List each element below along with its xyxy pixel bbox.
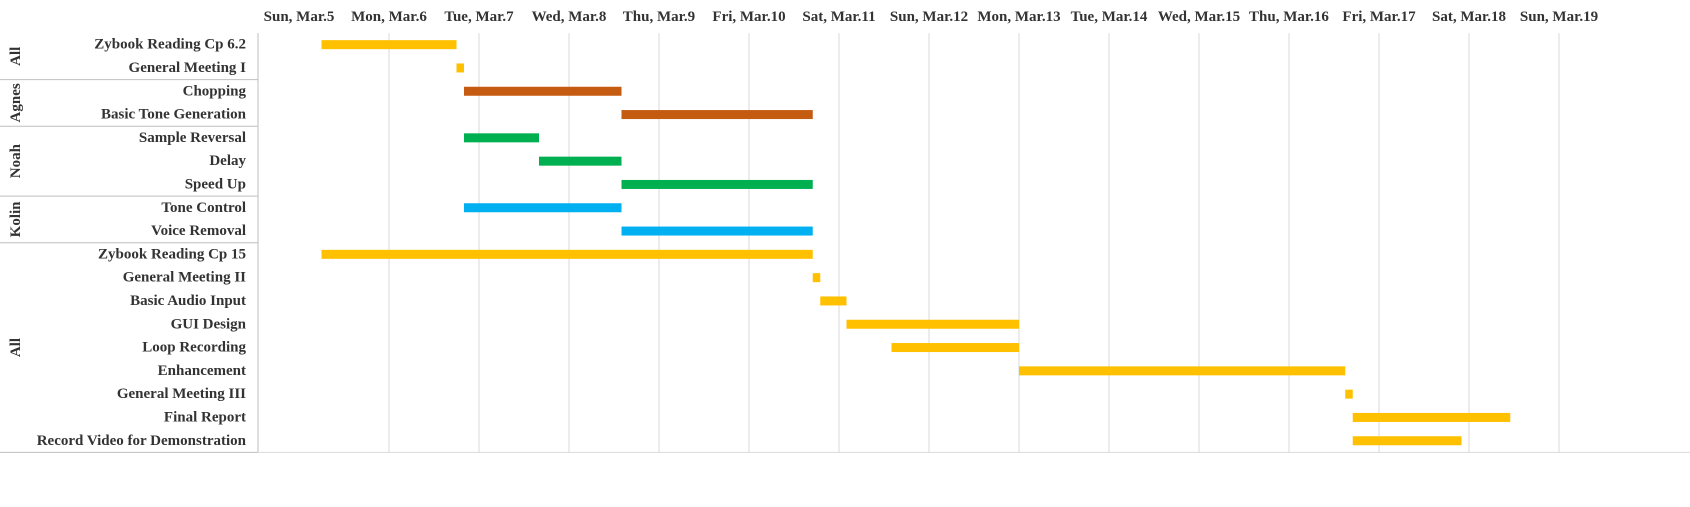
x-tick-label: Sun, Mar.5	[264, 9, 335, 25]
x-tick-label: Wed, Mar.8	[532, 9, 607, 25]
x-tick-label: Mon, Mar.13	[977, 9, 1060, 25]
task-label: Loop Recording	[142, 340, 246, 356]
task-bar	[456, 63, 464, 73]
task-bar	[846, 319, 1019, 329]
task-bar	[464, 203, 622, 213]
task-bar	[820, 296, 847, 306]
task-label: Speed Up	[185, 176, 246, 192]
group-label: Noah	[8, 143, 24, 178]
task-bar	[539, 156, 622, 166]
x-tick-label: Sat, Mar.18	[1432, 9, 1506, 25]
task-label: Chopping	[183, 83, 247, 99]
task-label: Basic Tone Generation	[101, 107, 247, 123]
task-label: General Meeting II	[123, 270, 246, 286]
task-labels: Zybook Reading Cp 6.2 General Meeting I Ch…	[37, 37, 247, 449]
group-label: Agnes	[8, 83, 24, 122]
x-tick-label: Sat, Mar.11	[802, 9, 875, 25]
category-axis-frame	[0, 33, 1690, 453]
task-bar	[1345, 389, 1353, 399]
task-bar	[1019, 366, 1346, 376]
x-tick-label: Sun, Mar.12	[890, 9, 968, 25]
task-label: Voice Removal	[151, 223, 246, 239]
task-label: GUI Design	[171, 316, 247, 332]
task-label: Final Report	[164, 409, 246, 425]
group-label: Kolin	[8, 201, 24, 238]
task-bar	[321, 40, 457, 50]
group-labels: All Agnes Noah Kolin All	[8, 47, 24, 357]
task-label: Sample Reversal	[139, 130, 246, 146]
gridlines	[388, 33, 1560, 453]
task-bar	[621, 179, 813, 189]
x-axis-tick-labels: Sun, Mar.5 Mon, Mar.6 Tue, Mar.7 Wed, Mar.8…	[264, 9, 1598, 25]
x-tick-label: Wed, Mar.15	[1158, 9, 1240, 25]
task-bar	[812, 273, 821, 283]
x-tick-label: Fri, Mar.17	[1342, 9, 1416, 25]
task-bar	[321, 249, 813, 259]
x-tick-label: Mon, Mar.6	[351, 9, 427, 25]
x-tick-label: Fri, Mar.10	[712, 9, 785, 25]
task-label: Delay	[209, 153, 246, 169]
task-label: General Meeting III	[117, 386, 246, 402]
x-tick-label: Thu, Mar.9	[623, 9, 695, 25]
task-label: Zybook Reading Cp 15	[98, 246, 246, 262]
group-label: All	[8, 47, 24, 66]
task-bar	[621, 226, 813, 236]
x-tick-label: Tue, Mar.7	[444, 9, 514, 25]
task-label: Basic Audio Input	[130, 293, 246, 309]
group-label: All	[8, 338, 24, 357]
x-tick-label: Sun, Mar.19	[1520, 9, 1598, 25]
task-bar	[464, 133, 539, 143]
x-tick-label: Thu, Mar.16	[1249, 9, 1329, 25]
task-label: Enhancement	[158, 363, 246, 379]
task-label: Tone Control	[161, 200, 246, 216]
task-bar	[1352, 412, 1511, 422]
x-tick-label: Tue, Mar.14	[1071, 9, 1148, 25]
task-label: Zybook Reading Cp 6.2	[94, 37, 246, 53]
task-bar	[1352, 436, 1462, 446]
task-bars	[321, 40, 1511, 446]
task-label: Record Video for Demonstration	[37, 433, 247, 449]
task-label: General Meeting I	[129, 60, 247, 76]
task-bar	[464, 86, 622, 96]
task-bar	[621, 110, 813, 120]
task-bar	[891, 343, 1019, 353]
